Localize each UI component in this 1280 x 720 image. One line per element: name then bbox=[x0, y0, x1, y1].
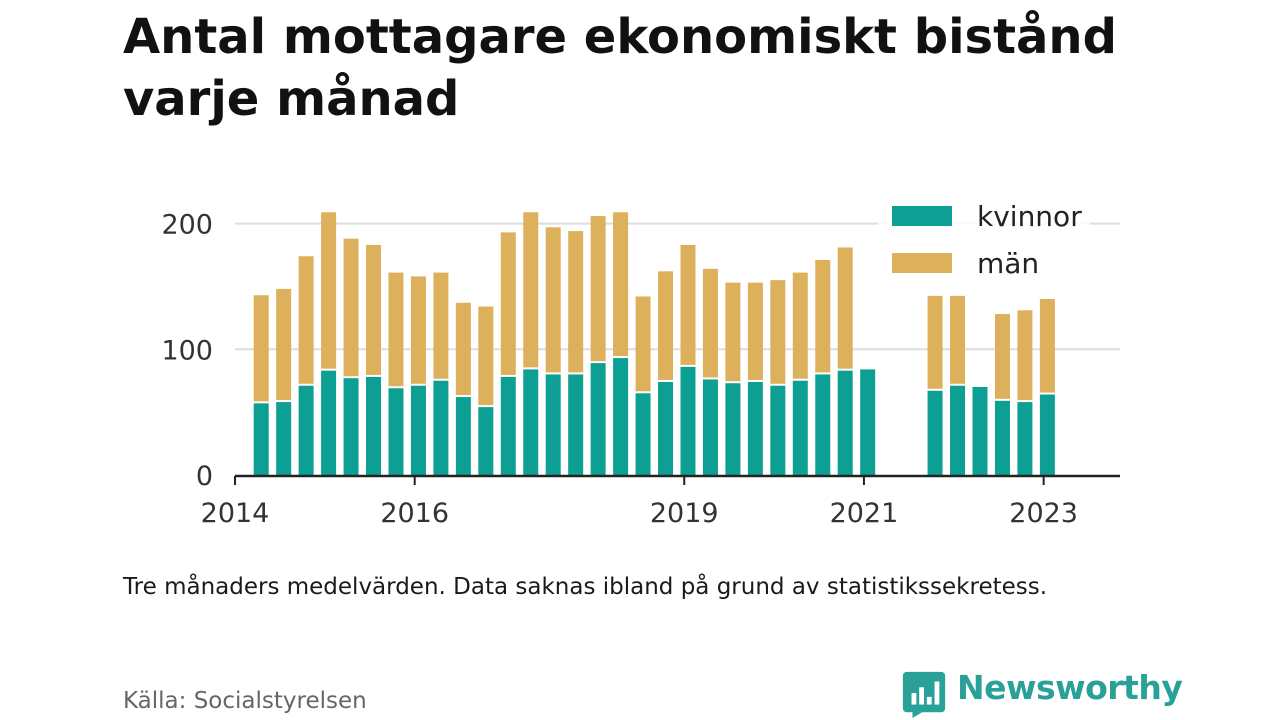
bar-man bbox=[837, 247, 853, 369]
y-tick-label: 100 bbox=[161, 335, 213, 366]
bar-kvinnor bbox=[590, 363, 606, 475]
bar-kvinnor bbox=[994, 400, 1010, 475]
legend-label: kvinnor bbox=[977, 200, 1082, 233]
bar-man bbox=[927, 295, 943, 389]
brand-name: Newsworthy bbox=[957, 668, 1183, 707]
bar-kvinnor bbox=[455, 397, 471, 475]
bar-man bbox=[994, 314, 1010, 399]
bar-man bbox=[545, 227, 561, 373]
bar-man bbox=[792, 272, 808, 379]
bar-chart: 0 100 200 2014 2016 2019 2021 2023 kvinnor män bbox=[161, 196, 1120, 529]
x-tick-label: 2023 bbox=[1009, 498, 1078, 529]
bar-kvinnor bbox=[680, 366, 696, 475]
y-tick-label: 200 bbox=[161, 210, 213, 241]
x-tick-label: 2016 bbox=[380, 498, 449, 529]
bar-man bbox=[276, 288, 292, 401]
bar-kvinnor bbox=[568, 374, 584, 475]
bar-man bbox=[253, 295, 269, 402]
legend-swatch bbox=[892, 206, 952, 226]
bar-man bbox=[1017, 310, 1033, 401]
bar-man bbox=[343, 238, 359, 377]
bar-man bbox=[366, 244, 382, 375]
bar-man bbox=[321, 212, 337, 369]
bar-kvinnor bbox=[658, 381, 674, 475]
bar-kvinnor bbox=[837, 370, 853, 475]
bar-kvinnor bbox=[613, 358, 629, 475]
y-tick-label: 0 bbox=[196, 461, 213, 492]
legend-swatch bbox=[892, 253, 952, 273]
bar-kvinnor bbox=[343, 378, 359, 475]
bar-man bbox=[590, 216, 606, 362]
bar-man bbox=[298, 256, 314, 384]
chart-title: Antal mottagare ekonomiskt bistånd varje… bbox=[123, 9, 1117, 127]
bar-kvinnor bbox=[725, 383, 741, 475]
bar-man bbox=[523, 212, 539, 368]
bar-kvinnor bbox=[298, 385, 314, 475]
bar-kvinnor bbox=[792, 380, 808, 475]
bar-kvinnor bbox=[860, 369, 876, 475]
bar-kvinnor bbox=[410, 385, 426, 475]
bar-man bbox=[478, 306, 494, 406]
bar-kvinnor bbox=[747, 381, 763, 475]
bar-kvinnor bbox=[702, 379, 718, 475]
bar-man bbox=[388, 272, 404, 387]
x-tick-label: 2021 bbox=[830, 498, 899, 529]
legend: kvinnor män bbox=[878, 196, 1090, 296]
bar-man bbox=[702, 268, 718, 378]
chart-note: Tre månaders medelvärden. Data saknas ib… bbox=[123, 574, 1048, 600]
source-credit: Källa: Socialstyrelsen bbox=[123, 688, 367, 714]
legend-label: män bbox=[977, 247, 1039, 280]
bar-man bbox=[680, 244, 696, 365]
bar-man bbox=[455, 302, 471, 396]
newsworthy-logo-icon bbox=[902, 671, 946, 718]
bar-kvinnor bbox=[366, 376, 382, 475]
bar-man bbox=[747, 282, 763, 380]
bar-man bbox=[770, 280, 786, 384]
bar-kvinnor bbox=[770, 385, 786, 475]
bar-man bbox=[1039, 299, 1055, 393]
bar-man bbox=[613, 212, 629, 357]
bar-kvinnor bbox=[1017, 402, 1033, 475]
bar-kvinnor bbox=[635, 393, 651, 475]
bar-kvinnor bbox=[276, 402, 292, 475]
bar-kvinnor bbox=[523, 369, 539, 475]
bar-kvinnor bbox=[253, 403, 269, 475]
bar-kvinnor bbox=[433, 380, 449, 475]
bar-man bbox=[658, 271, 674, 380]
bars bbox=[253, 212, 1055, 475]
x-tick-label: 2014 bbox=[201, 498, 270, 529]
bar-kvinnor bbox=[478, 407, 494, 475]
bar-kvinnor bbox=[927, 390, 943, 475]
x-tick-label: 2019 bbox=[650, 498, 719, 529]
bar-man bbox=[815, 260, 831, 373]
x-axis-ticks: 2014 2016 2019 2021 2023 bbox=[201, 476, 1078, 529]
bar-kvinnor bbox=[950, 385, 966, 475]
bar-kvinnor bbox=[321, 370, 337, 475]
bar-man bbox=[635, 296, 651, 392]
bar-man bbox=[500, 232, 516, 375]
bar-kvinnor bbox=[972, 387, 988, 475]
bar-kvinnor bbox=[388, 388, 404, 475]
bar-kvinnor bbox=[815, 374, 831, 475]
bar-man bbox=[568, 231, 584, 373]
bar-kvinnor bbox=[500, 376, 516, 475]
bar-man bbox=[725, 282, 741, 382]
bar-man bbox=[950, 295, 966, 384]
bar-kvinnor bbox=[545, 374, 561, 475]
y-axis-ticks: 0 100 200 bbox=[161, 210, 213, 492]
bar-kvinnor bbox=[1039, 394, 1055, 475]
bar-man bbox=[433, 272, 449, 379]
bar-man bbox=[410, 276, 426, 384]
